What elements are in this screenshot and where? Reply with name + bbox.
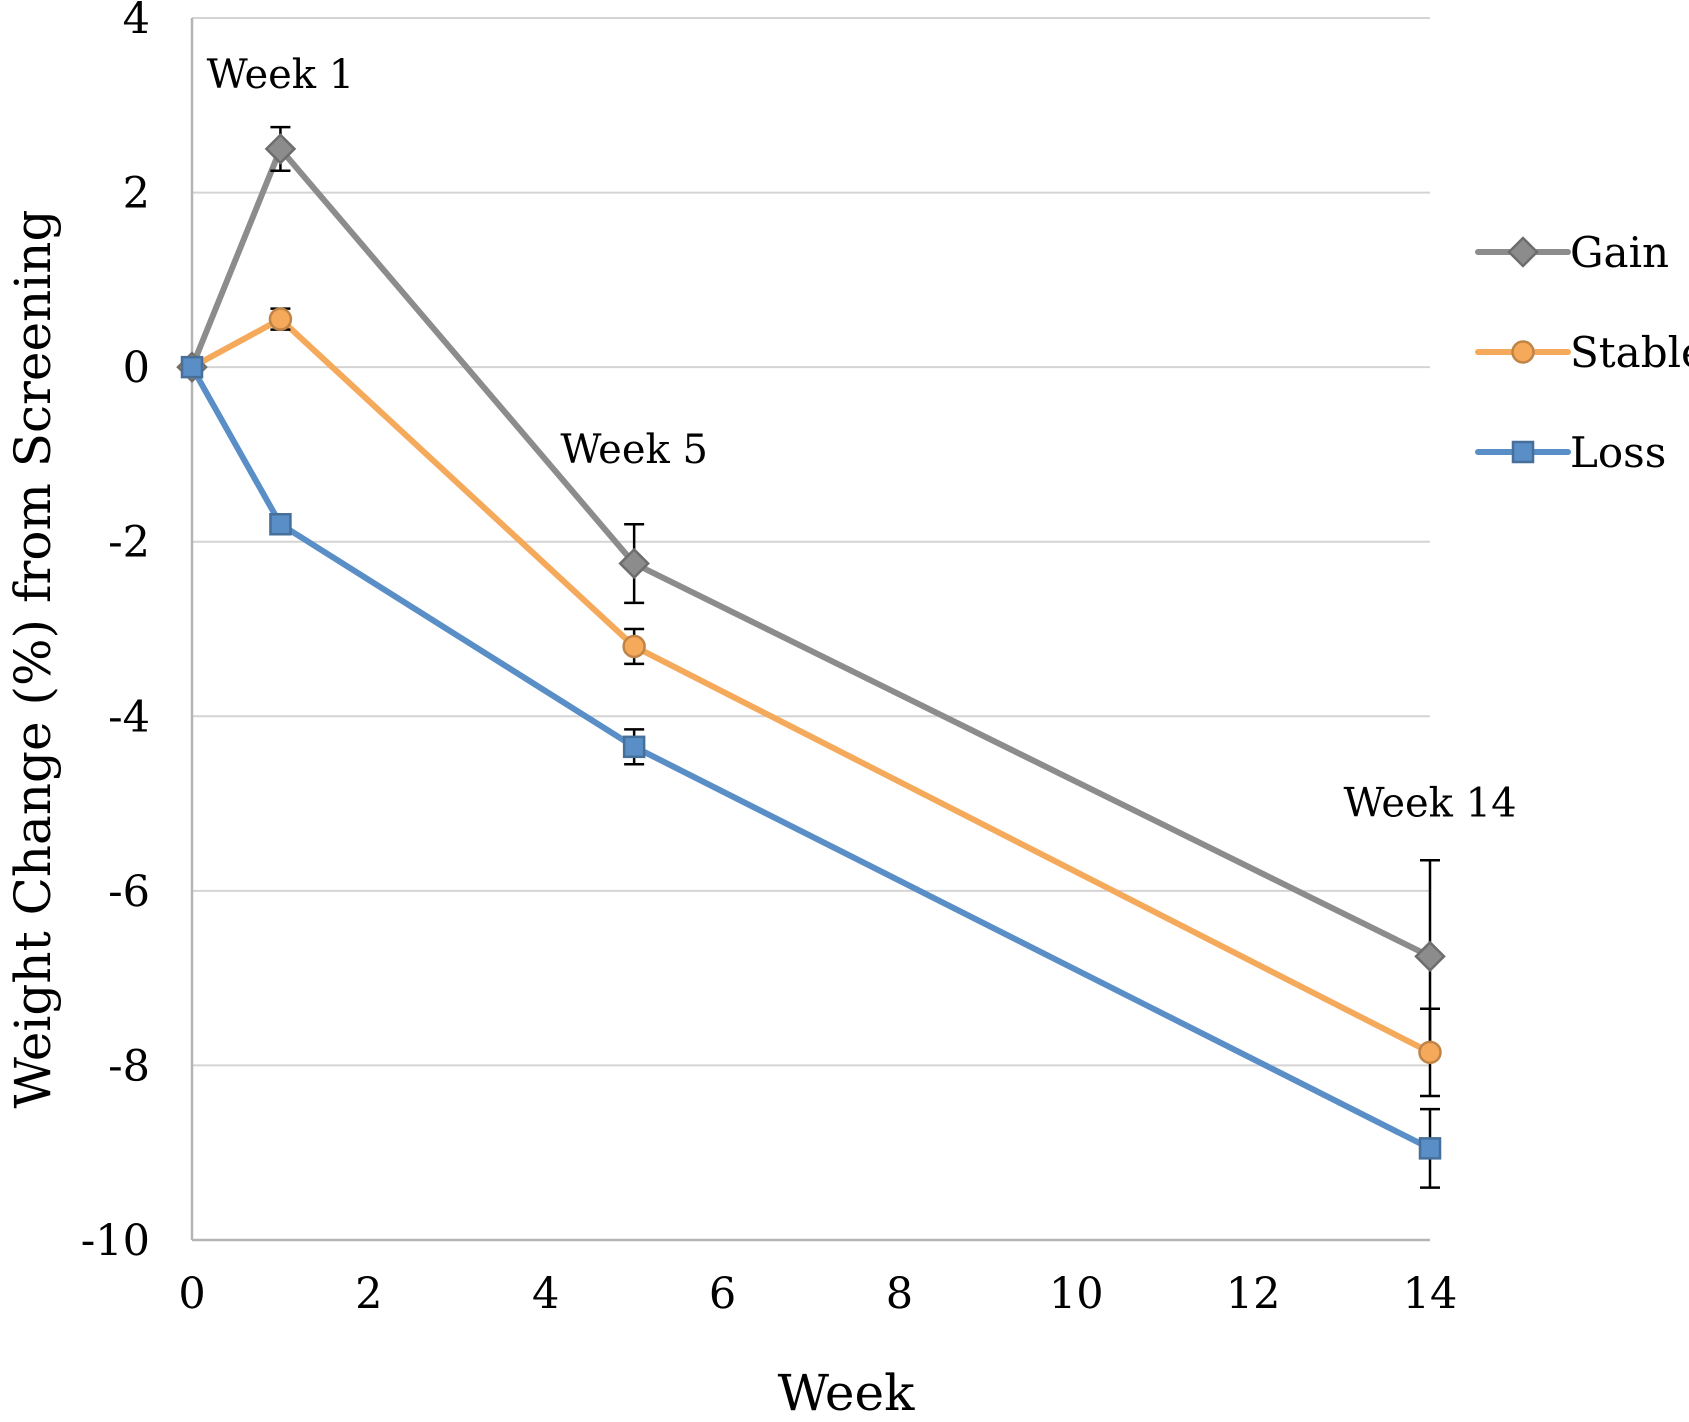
- annotation-label: Week 1: [207, 52, 355, 98]
- legend: Gain Stable Loss: [1475, 228, 1689, 477]
- y-tick-label: 0: [123, 343, 150, 393]
- x-tick-label: 2: [355, 1269, 382, 1319]
- y-axis-title: Weight Change (%) from Screening: [4, 209, 62, 1108]
- y-tick-label: -4: [108, 692, 150, 742]
- series-line-stable: [189, 316, 1433, 1056]
- data-point-stable: [268, 307, 293, 331]
- annotation-label: Week 5: [560, 427, 708, 473]
- x-tick-label: 4: [532, 1269, 559, 1319]
- y-tick-label: 2: [123, 169, 150, 219]
- y-tick-label: 4: [123, 0, 150, 44]
- x-axis-title: Week: [778, 1364, 915, 1417]
- data-point-gain: [1414, 940, 1446, 973]
- data-point-loss: [622, 735, 646, 759]
- legend-item-stable: Stable: [1475, 328, 1689, 377]
- errorbar-layer: [270, 125, 1440, 1189]
- axis-layer: [190, 18, 1430, 1242]
- y-tick-label: -6: [108, 867, 150, 917]
- legend-label: Stable: [1570, 328, 1689, 377]
- x-tick-label: 0: [178, 1269, 205, 1319]
- series-line-loss: [189, 364, 1433, 1152]
- data-point-gain: [264, 133, 297, 165]
- series-layer: [189, 145, 1433, 1152]
- annotation-label: Week 14: [1343, 781, 1516, 827]
- legend-label: Loss: [1570, 428, 1666, 477]
- legend-label: Gain: [1570, 228, 1669, 277]
- data-point-loss: [180, 355, 204, 379]
- data-point-stable: [622, 634, 646, 659]
- legend-item-gain: Gain: [1475, 228, 1669, 277]
- grid-layer: [192, 17, 1430, 1241]
- y-tick-label: -10: [81, 1216, 150, 1266]
- x-tick-label: 6: [709, 1269, 736, 1319]
- x-tick-label: 12: [1226, 1269, 1281, 1319]
- marker-layer: [176, 133, 1446, 1160]
- x-tick-label: 10: [1049, 1269, 1104, 1319]
- data-point-loss: [1418, 1137, 1442, 1160]
- x-tick-label: 14: [1403, 1269, 1458, 1319]
- data-point-stable: [1418, 1040, 1442, 1065]
- legend-marker-square-icon: [1511, 440, 1535, 464]
- legend-item-loss: Loss: [1475, 428, 1666, 477]
- x-tick-label: 8: [886, 1269, 913, 1319]
- data-point-gain: [618, 547, 650, 580]
- label-layer: -10 -8 -6 -4 -2 0 2 4 0 2 4 6 8 10 12 14 Week Weight Chan…: [4, 0, 1517, 1422]
- legend-marker-circle-icon: [1511, 340, 1535, 364]
- data-point-loss: [269, 513, 292, 536]
- y-tick-label: -2: [108, 518, 150, 568]
- legend-marker-diamond-icon: [1507, 236, 1539, 268]
- y-tick-label: -8: [108, 1041, 150, 1091]
- series-line-gain: [189, 145, 1433, 960]
